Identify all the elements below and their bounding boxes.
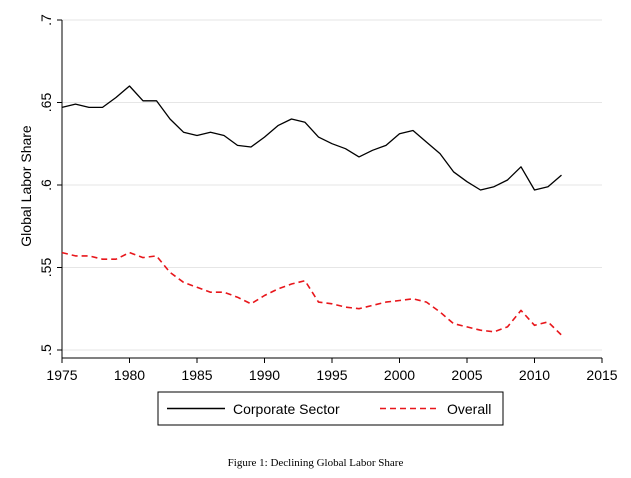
y-axis-ticks: .5 .55 .6 .65 .7 — [38, 14, 62, 356]
x-tick-label: 2000 — [384, 367, 415, 383]
labor-share-chart: .5 .55 .6 .65 .7 1975 1980 1985 1990 1995 2000 200… — [18, 14, 618, 426]
series-line-overall — [61, 251, 563, 336]
legend-label-corporate-sector: Corporate Sector — [233, 401, 340, 417]
figure-caption: Figure 1: Declining Global Labor Share — [227, 457, 404, 469]
legend: Corporate Sector Overall — [157, 391, 504, 426]
series-group — [61, 85, 563, 336]
x-tick-label: 2015 — [586, 367, 617, 383]
y-axis-label: Global Labor Share — [18, 125, 34, 247]
series-line-corporate-sector — [61, 85, 562, 191]
x-tick-label: 1995 — [316, 367, 347, 383]
x-tick-label: 2010 — [519, 367, 550, 383]
y-tick-label: .55 — [38, 258, 54, 278]
x-axis-ticks: 1975 1980 1985 1990 1995 2000 2005 2010 2015 — [46, 358, 618, 383]
x-tick-label: 1985 — [181, 367, 212, 383]
x-tick-label: 2005 — [451, 367, 482, 383]
y-tick-label: .7 — [38, 14, 54, 26]
x-tick-label: 1980 — [114, 367, 145, 383]
legend-label-overall: Overall — [447, 401, 491, 417]
y-tick-label: .5 — [38, 344, 54, 356]
x-tick-label: 1975 — [46, 367, 77, 383]
y-tick-label: .6 — [38, 179, 54, 191]
x-tick-label: 1990 — [249, 367, 280, 383]
grid-lines — [62, 19, 602, 351]
y-tick-label: .65 — [38, 93, 54, 113]
